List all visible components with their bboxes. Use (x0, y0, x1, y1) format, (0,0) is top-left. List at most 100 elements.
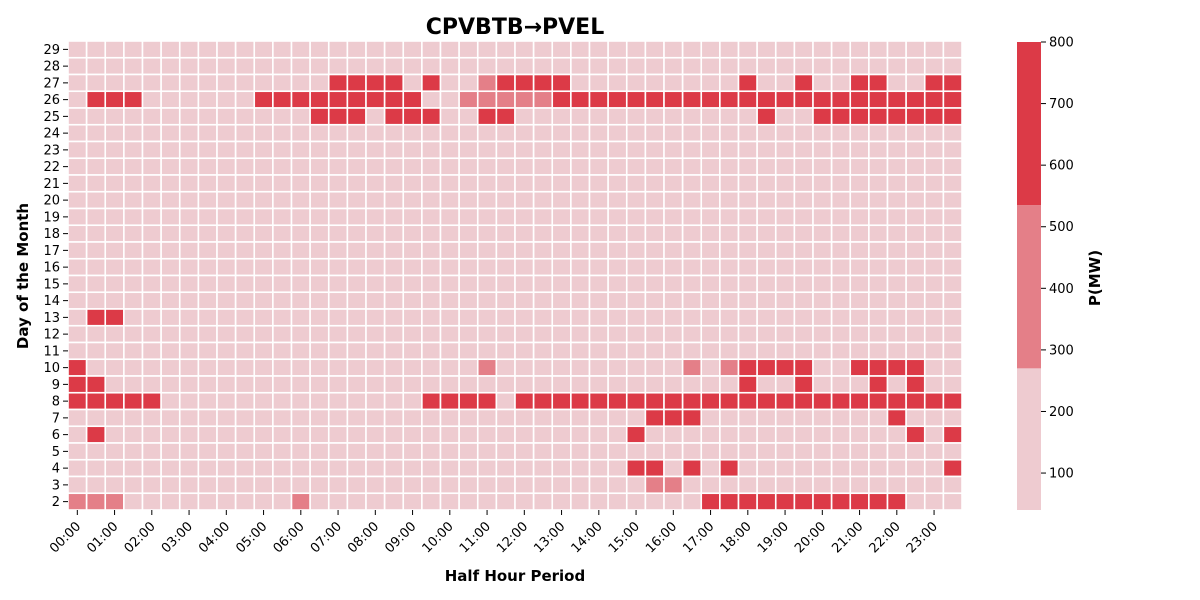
heatmap-cell (551, 56, 572, 76)
heatmap-cell (868, 375, 889, 394)
heatmap-cell (923, 40, 945, 59)
heatmap-cell (216, 308, 237, 327)
heatmap-cell (812, 308, 833, 327)
heatmap-cell (849, 257, 870, 277)
heatmap-cell (327, 475, 349, 495)
heatmap-cell (886, 341, 907, 361)
heatmap-cell (365, 257, 386, 277)
heatmap-cell (123, 391, 144, 411)
heatmap-cell (774, 291, 796, 310)
heatmap-cell (532, 257, 554, 277)
heatmap-cell (216, 391, 237, 411)
heatmap-cell (85, 56, 107, 76)
heatmap-cell (178, 324, 200, 344)
heatmap-cell (551, 408, 572, 428)
heatmap-cell (104, 375, 125, 394)
heatmap-cell (495, 140, 516, 160)
heatmap-cell (272, 324, 293, 344)
heatmap-cell (85, 274, 107, 294)
heatmap-cell (830, 308, 852, 327)
heatmap-cell (663, 207, 684, 227)
heatmap-cell (532, 458, 554, 478)
heatmap-cell (532, 324, 554, 344)
heatmap-cell (607, 140, 628, 160)
heatmap-cell (234, 56, 256, 76)
heatmap-cell (104, 107, 125, 126)
heatmap-cell (607, 207, 628, 227)
heatmap-cell (346, 224, 367, 243)
heatmap-cell (141, 492, 162, 511)
heatmap-cell (178, 458, 200, 478)
heatmap-cell (942, 123, 963, 143)
heatmap-cell (942, 391, 963, 411)
heatmap-cell (290, 207, 311, 227)
heatmap-cell (402, 341, 423, 361)
heatmap-cell (756, 442, 777, 461)
x-tick-label: 18:00 (718, 519, 755, 556)
heatmap-cell (886, 475, 907, 495)
heatmap-cell (514, 358, 535, 377)
heatmap-cell (365, 56, 386, 76)
heatmap-cell (756, 40, 777, 59)
heatmap-cell (719, 140, 740, 160)
y-tick-label: 2 (52, 495, 60, 510)
heatmap-cell (514, 308, 535, 327)
heatmap-cell (309, 123, 330, 143)
heatmap-cell (346, 308, 367, 327)
heatmap-cell (327, 274, 349, 294)
heatmap-cell (849, 291, 870, 310)
heatmap-cell (104, 174, 125, 193)
heatmap-cell (551, 40, 572, 59)
heatmap-cell (234, 174, 256, 193)
heatmap-cell (923, 375, 945, 394)
heatmap-cell (793, 391, 814, 411)
heatmap-cell (327, 174, 349, 193)
heatmap-cell (216, 257, 237, 277)
heatmap-cell (365, 291, 386, 310)
heatmap-cell (365, 442, 386, 461)
heatmap-cell (383, 324, 405, 344)
heatmap-cell (234, 324, 256, 344)
colorbar-tick-label: 200 (1049, 405, 1074, 420)
heatmap-cell (570, 391, 591, 411)
heatmap-cell (923, 257, 945, 277)
heatmap-cell (607, 123, 628, 143)
heatmap-cell (327, 291, 349, 310)
heatmap-cell (849, 442, 870, 461)
heatmap-cell (830, 475, 852, 495)
heatmap-cell (402, 174, 423, 193)
y-tick-label: 7 (52, 411, 60, 426)
x-tick-label: 13:00 (531, 519, 568, 556)
heatmap-cell (85, 123, 107, 143)
heatmap-cell (178, 224, 200, 243)
heatmap-cell (812, 73, 833, 93)
heatmap-cell (383, 241, 405, 260)
heatmap-cell (551, 140, 572, 160)
heatmap-cell (67, 341, 88, 361)
heatmap-cell (253, 90, 274, 109)
heatmap-cell (272, 90, 293, 109)
heatmap-cell (644, 73, 665, 93)
heatmap-cell (327, 375, 349, 394)
heatmap-cell (439, 73, 460, 93)
heatmap-cell (290, 408, 311, 428)
heatmap-cell (85, 475, 107, 495)
heatmap-cell (644, 442, 665, 461)
heatmap-cell (774, 157, 796, 176)
heatmap-cell (253, 291, 274, 310)
heatmap-cell (272, 190, 293, 210)
heatmap-cell (793, 40, 814, 59)
heatmap-cell (942, 341, 963, 361)
heatmap-cell (197, 190, 218, 210)
heatmap-cell (551, 442, 572, 461)
heatmap-cell (644, 492, 665, 511)
heatmap-cell (272, 442, 293, 461)
heatmap-cell (458, 241, 479, 260)
heatmap-cell (607, 408, 628, 428)
heatmap-cell (905, 442, 926, 461)
heatmap-cell (67, 274, 88, 294)
heatmap-cell (886, 40, 907, 59)
heatmap-cell (607, 107, 628, 126)
heatmap-cell (588, 174, 609, 193)
heatmap-cell (160, 123, 181, 143)
